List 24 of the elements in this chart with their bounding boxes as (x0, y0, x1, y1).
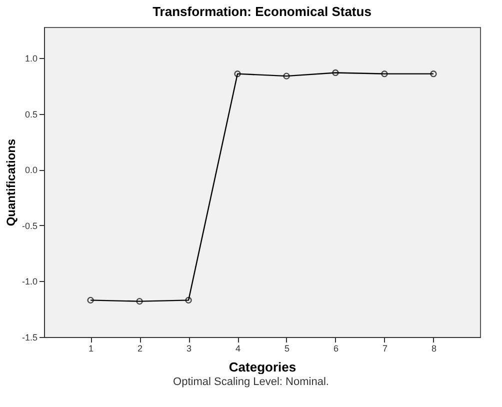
chart-title: Transformation: Economical Status (152, 4, 372, 19)
x-tick-label: 3 (186, 344, 192, 354)
point (381, 70, 388, 78)
y-tick-label: 1.0 (24, 54, 38, 64)
point (332, 69, 339, 76)
text: Optimal Scaling Level: Nominal. (172, 376, 330, 388)
x-axis-title: Categories (228, 360, 296, 374)
x-tick-label: 4 (236, 344, 241, 354)
y-axis-title: Quantifications (4, 138, 18, 226)
x-tick-label: 7 (382, 344, 388, 354)
point (283, 72, 290, 80)
y-tick-label: 0.0 (24, 165, 38, 176)
y-tick-label: 0.5 (24, 109, 38, 120)
x-tick-label: 6 (333, 344, 338, 354)
y-tick-label: -1.5 (22, 332, 38, 342)
point (136, 298, 143, 305)
x-tick-label: 1 (88, 344, 94, 354)
point (185, 296, 192, 304)
x-tick-label: 2 (138, 344, 143, 354)
y-tick-label: -1.0 (22, 276, 38, 287)
point (234, 70, 241, 78)
x-tick-label: 5 (284, 344, 290, 354)
y-tick-label: -0.5 (22, 220, 38, 231)
x-tick-label: 8 (431, 344, 436, 354)
